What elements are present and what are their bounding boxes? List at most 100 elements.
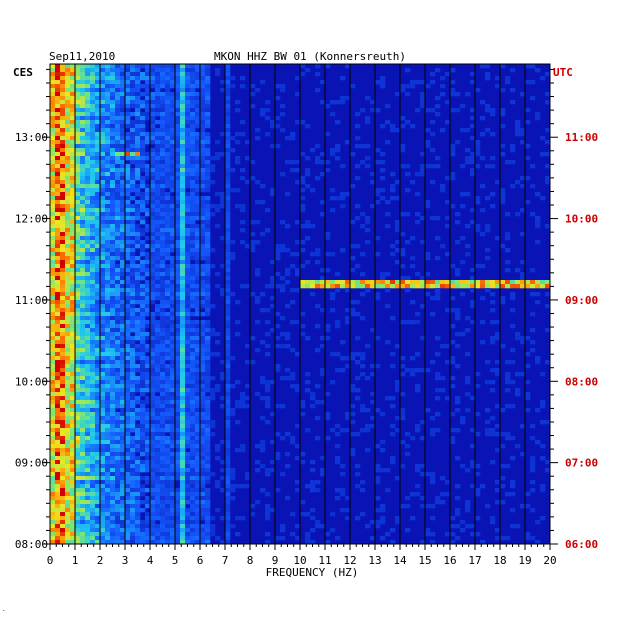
heatmap-cell — [195, 120, 201, 125]
heatmap-cell — [120, 268, 126, 273]
heatmap-cell — [480, 184, 486, 189]
heatmap-cell — [205, 408, 211, 413]
heatmap-cell — [120, 396, 126, 401]
heatmap-cell — [480, 284, 486, 289]
heatmap-cell — [50, 288, 56, 293]
heatmap-cell — [215, 68, 221, 73]
heatmap-cell — [545, 420, 551, 425]
heatmap-cell — [185, 144, 191, 149]
heatmap-cell — [165, 272, 171, 277]
heatmap-cell — [140, 176, 146, 181]
heatmap-cell — [195, 496, 201, 501]
heatmap-cell — [95, 344, 101, 349]
heatmap-cell — [445, 100, 451, 105]
heatmap-cell — [180, 84, 186, 89]
heatmap-cell — [505, 388, 511, 393]
heatmap-cell — [170, 236, 176, 241]
heatmap-cell — [265, 404, 271, 409]
heatmap-cell — [180, 328, 186, 333]
heatmap-cell — [125, 80, 131, 85]
heatmap-cell — [125, 172, 131, 177]
heatmap-cell — [520, 232, 526, 237]
heatmap-cell — [120, 480, 126, 485]
heatmap-cell — [455, 280, 461, 285]
heatmap-cell — [200, 272, 206, 277]
heatmap-cell — [400, 88, 406, 93]
heatmap-cell — [130, 136, 136, 141]
heatmap-cell — [110, 244, 116, 249]
heatmap-cell — [50, 428, 56, 433]
heatmap-cell — [90, 260, 96, 265]
heatmap-cell — [160, 424, 166, 429]
heatmap-cell — [185, 380, 191, 385]
heatmap-cell — [80, 252, 86, 257]
heatmap-cell — [205, 448, 211, 453]
heatmap-cell — [185, 356, 191, 361]
heatmap-cell — [90, 336, 96, 341]
heatmap-cell — [165, 476, 171, 481]
heatmap-cell — [95, 352, 101, 357]
heatmap-cell — [60, 516, 66, 521]
heatmap-cell — [205, 328, 211, 333]
heatmap-cell — [65, 344, 71, 349]
heatmap-cell — [415, 280, 421, 285]
heatmap-cell — [175, 224, 181, 229]
heatmap-cell — [185, 88, 191, 93]
heatmap-cell — [65, 104, 71, 109]
heatmap-cell — [520, 260, 526, 265]
heatmap-cell — [485, 64, 491, 69]
heatmap-cell — [525, 284, 531, 289]
heatmap-cell — [160, 436, 166, 441]
heatmap-cell — [110, 484, 116, 489]
heatmap-cell — [170, 172, 176, 177]
heatmap-cell — [180, 152, 186, 157]
heatmap-cell — [525, 396, 531, 401]
heatmap-cell — [90, 328, 96, 333]
heatmap-cell — [350, 352, 356, 357]
heatmap-cell — [120, 364, 126, 369]
heatmap-cell — [60, 204, 66, 209]
heatmap-cell — [130, 488, 136, 493]
heatmap-cell — [120, 456, 126, 461]
heatmap-cell — [95, 284, 101, 289]
heatmap-cell — [450, 428, 456, 433]
heatmap-cell — [90, 380, 96, 385]
heatmap-cell — [355, 312, 361, 317]
heatmap-cell — [60, 136, 66, 141]
heatmap-cell — [135, 288, 141, 293]
heatmap-cell — [70, 76, 76, 81]
heatmap-cell — [365, 216, 371, 221]
heatmap-cell — [380, 412, 386, 417]
heatmap-cell — [340, 464, 346, 469]
heatmap-cell — [180, 332, 186, 337]
heatmap-cell — [175, 124, 181, 129]
heatmap-cell — [55, 468, 61, 473]
heatmap-cell — [200, 124, 206, 129]
heatmap-cell — [175, 432, 181, 437]
heatmap-cell — [100, 444, 106, 449]
heatmap-cell — [125, 272, 131, 277]
heatmap-cell — [365, 424, 371, 429]
heatmap-cell — [135, 484, 141, 489]
heatmap-cell — [60, 464, 66, 469]
heatmap-cell — [105, 396, 111, 401]
heatmap-cell — [205, 440, 211, 445]
heatmap-cell — [335, 288, 341, 293]
heatmap-cell — [190, 192, 196, 197]
heatmap-cell — [185, 392, 191, 397]
heatmap-cell — [115, 336, 121, 341]
heatmap-cell — [75, 424, 81, 429]
heatmap-cell — [55, 124, 61, 129]
heatmap-cell — [325, 268, 331, 273]
heatmap-cell — [115, 120, 121, 125]
heatmap-cell — [155, 280, 161, 285]
heatmap-cell — [350, 244, 356, 249]
heatmap-cell — [170, 492, 176, 497]
heatmap-cell — [145, 348, 151, 353]
heatmap-cell — [85, 272, 91, 277]
heatmap-cell — [135, 136, 141, 141]
heatmap-cell — [50, 408, 56, 413]
heatmap-cell — [205, 180, 211, 185]
heatmap-cell — [405, 444, 411, 449]
heatmap-cell — [170, 260, 176, 265]
